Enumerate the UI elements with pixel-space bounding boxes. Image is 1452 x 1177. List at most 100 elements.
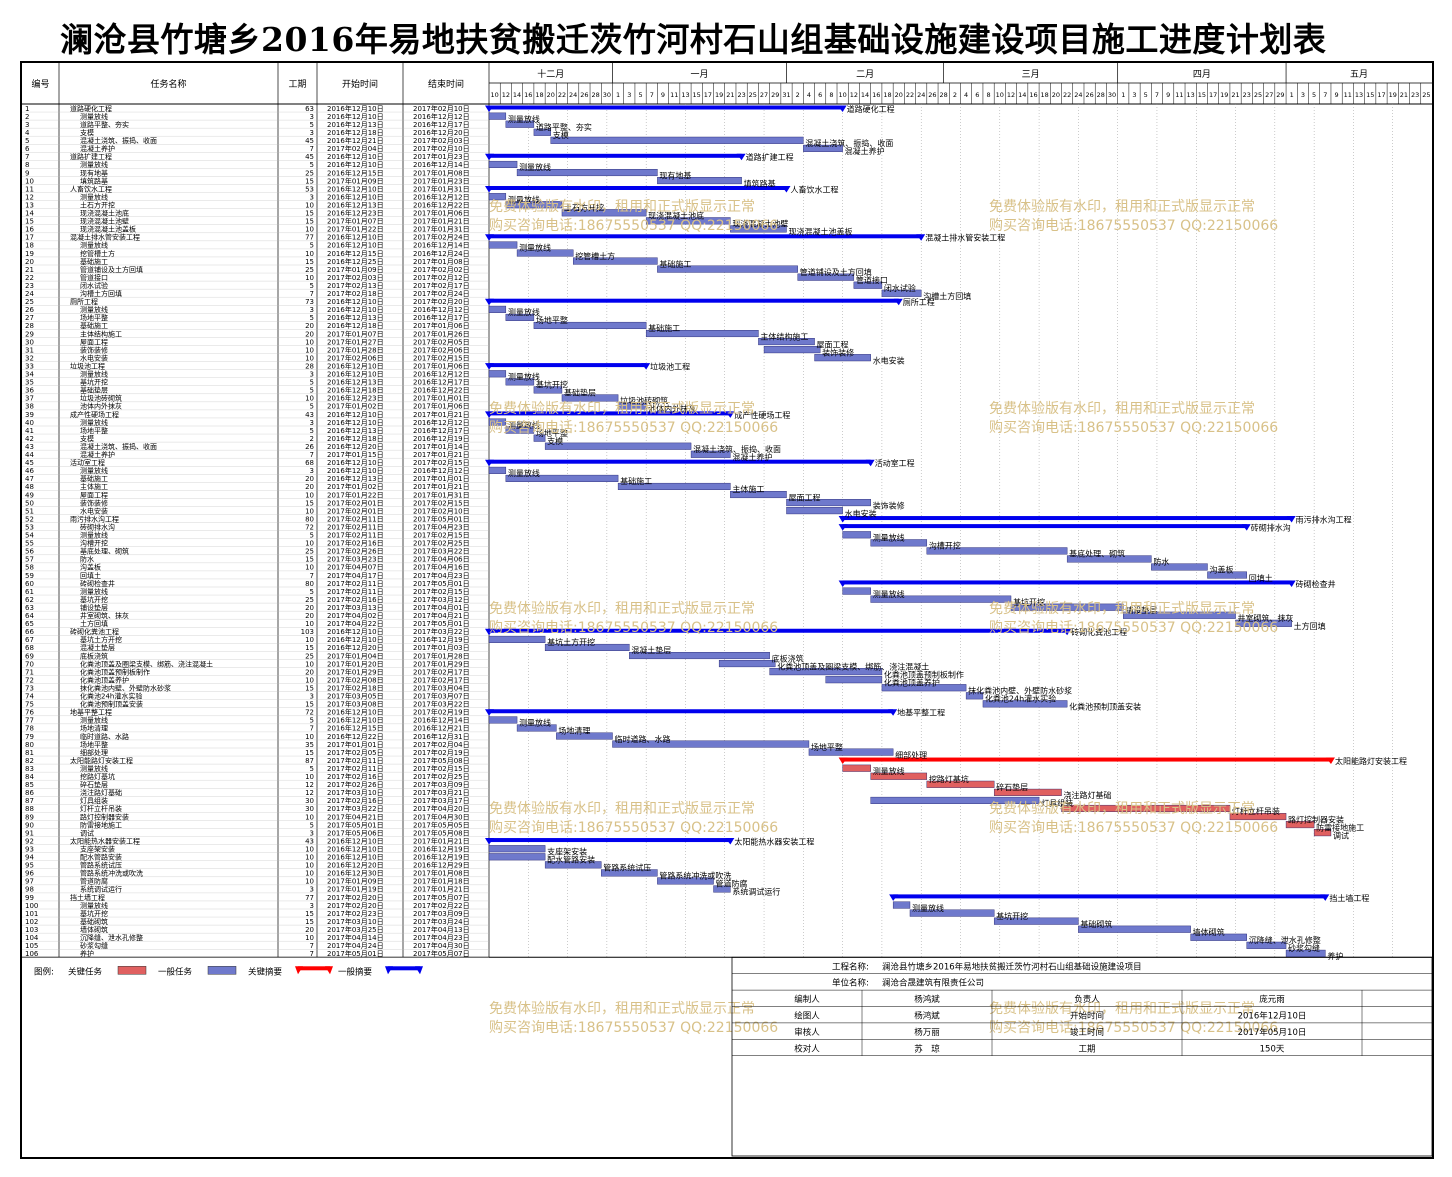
task-start: 2016年12月10日	[327, 716, 384, 725]
task-duration: 5	[310, 387, 314, 395]
task-end: 2016年12月12日	[413, 418, 470, 427]
day-tick-label: 7	[1155, 91, 1159, 99]
summary-start-marker	[485, 234, 494, 241]
task-id: 61	[25, 588, 34, 596]
gantt-task-bar	[870, 595, 1012, 603]
task-id: 39	[25, 411, 34, 419]
task-duration: 5	[310, 427, 314, 435]
task-start: 2016年12月13日	[327, 474, 384, 483]
task-start: 2017年03月25日	[327, 925, 384, 934]
month-label: 三月	[1022, 69, 1040, 80]
task-id: 26	[25, 306, 34, 314]
task-id: 40	[25, 419, 34, 427]
gantt-bar-label: 墙体砌筑	[1193, 927, 1225, 937]
column-header-name: 任务名称	[150, 78, 186, 90]
task-id: 38	[25, 403, 34, 411]
gantt-bar-label: 太阳能路灯安装工程	[1335, 756, 1407, 766]
task-end: 2017年03月21日	[413, 788, 470, 797]
day-tick-label: 12	[850, 91, 858, 99]
task-name: 混凝土浇筑、振捣、收面	[80, 442, 157, 451]
task-duration: 7	[310, 145, 314, 153]
task-duration: 25	[305, 652, 314, 660]
gantt-task-bar	[533, 321, 647, 329]
task-name: 浇注路灯基础	[80, 788, 122, 797]
gantt-bar-label: 基础施工	[620, 476, 652, 486]
task-start: 2016年12月10日	[327, 853, 384, 862]
gantt-task-bar	[645, 330, 759, 338]
day-tick-label: 16	[1029, 91, 1037, 99]
month-label: 一月	[690, 69, 708, 80]
summary-start-marker	[838, 516, 848, 523]
task-end: 2017年02月22日	[413, 901, 470, 910]
task-name: 沟盖板	[80, 563, 101, 572]
legend-label: 关键任务	[68, 966, 103, 977]
task-end: 2017年02月17日	[413, 667, 470, 676]
task-end: 2017年03月04日	[413, 683, 470, 692]
task-name: 测量放线	[80, 531, 108, 540]
task-end: 2016年12月19日	[413, 844, 470, 853]
task-end: 2017年02月25日	[413, 539, 470, 548]
gantt-task-bar	[786, 507, 843, 515]
task-name: 管道防腐	[80, 877, 108, 886]
task-end: 2016年12月17日	[413, 426, 470, 435]
task-end: 2017年05月01日	[413, 619, 470, 628]
task-name: 测量放线	[80, 764, 108, 773]
legend-swatch-marker	[295, 966, 303, 975]
task-end: 2017年01月23日	[413, 152, 470, 161]
task-id: 65	[25, 620, 34, 628]
task-name: 细部处理	[80, 748, 108, 757]
task-start: 2017年04月21日	[327, 812, 384, 821]
task-name: 系统调试运行	[80, 885, 122, 894]
day-tick-label: 5	[1144, 91, 1148, 99]
day-tick-label: 10	[996, 91, 1004, 99]
summary-start-marker	[485, 628, 494, 636]
task-id: 50	[25, 499, 34, 507]
task-start: 2017年02月18日	[327, 289, 384, 298]
task-start: 2016年12月22日	[327, 732, 384, 741]
task-duration: 5	[310, 242, 314, 250]
task-end: 2017年01月21日	[413, 217, 470, 226]
task-name: 管道接口	[80, 273, 108, 282]
task-id: 8	[25, 161, 29, 169]
task-end: 2017年02月10日	[413, 144, 470, 153]
task-end: 2017年04月16日	[413, 563, 470, 572]
gantt-bar-label: 测量放线	[508, 372, 540, 382]
day-tick-label: 16	[524, 91, 532, 99]
task-duration: 53	[305, 185, 314, 193]
gantt-task-bar	[1285, 821, 1315, 829]
gantt-task-bar	[488, 193, 507, 201]
task-duration: 3	[310, 113, 314, 121]
task-start: 2017年02月23日	[327, 909, 384, 918]
gantt-task-bar	[505, 474, 619, 482]
day-tick-label: 1	[1290, 91, 1294, 99]
gantt-bar-label: 基坑开挖	[996, 911, 1028, 921]
task-end: 2017年02月20日	[413, 297, 470, 306]
project-name-label: 工程名称:	[832, 961, 869, 972]
task-name: 人畜饮水工程	[70, 184, 112, 193]
gantt-bar-label: 系统调试运行	[732, 887, 780, 897]
gantt-task-bar	[730, 225, 787, 233]
summary-start-marker	[889, 894, 899, 901]
task-start: 2016年12月10日	[327, 836, 384, 845]
summary-end-marker	[916, 234, 926, 241]
day-tick-label: 12	[502, 91, 510, 99]
gantt-bar-label: 挡土墙工程	[1329, 893, 1369, 903]
day-tick-label: 26	[928, 91, 936, 99]
gantt-task-bar	[909, 909, 995, 917]
task-name: 基础施工	[80, 321, 108, 330]
task-start: 2017年03月22日	[327, 804, 384, 813]
task-duration: 3	[310, 419, 314, 427]
task-name: 墙体砌筑	[80, 925, 108, 934]
task-start: 2016年12月10日	[327, 361, 384, 370]
task-id: 100	[25, 902, 38, 910]
task-id: 87	[25, 797, 34, 805]
task-name: 现浇混凝土池底	[80, 209, 129, 218]
task-duration: 20	[305, 612, 314, 620]
gantt-bar-label: 沟槽土方回填	[923, 291, 971, 301]
summary-end-marker	[1286, 580, 1296, 587]
task-name: 土方回填	[80, 619, 108, 628]
task-duration: 43	[305, 411, 314, 419]
task-duration: 35	[305, 741, 314, 749]
gantt-task-bar	[853, 281, 883, 289]
task-start: 2016年12月13日	[327, 378, 384, 387]
